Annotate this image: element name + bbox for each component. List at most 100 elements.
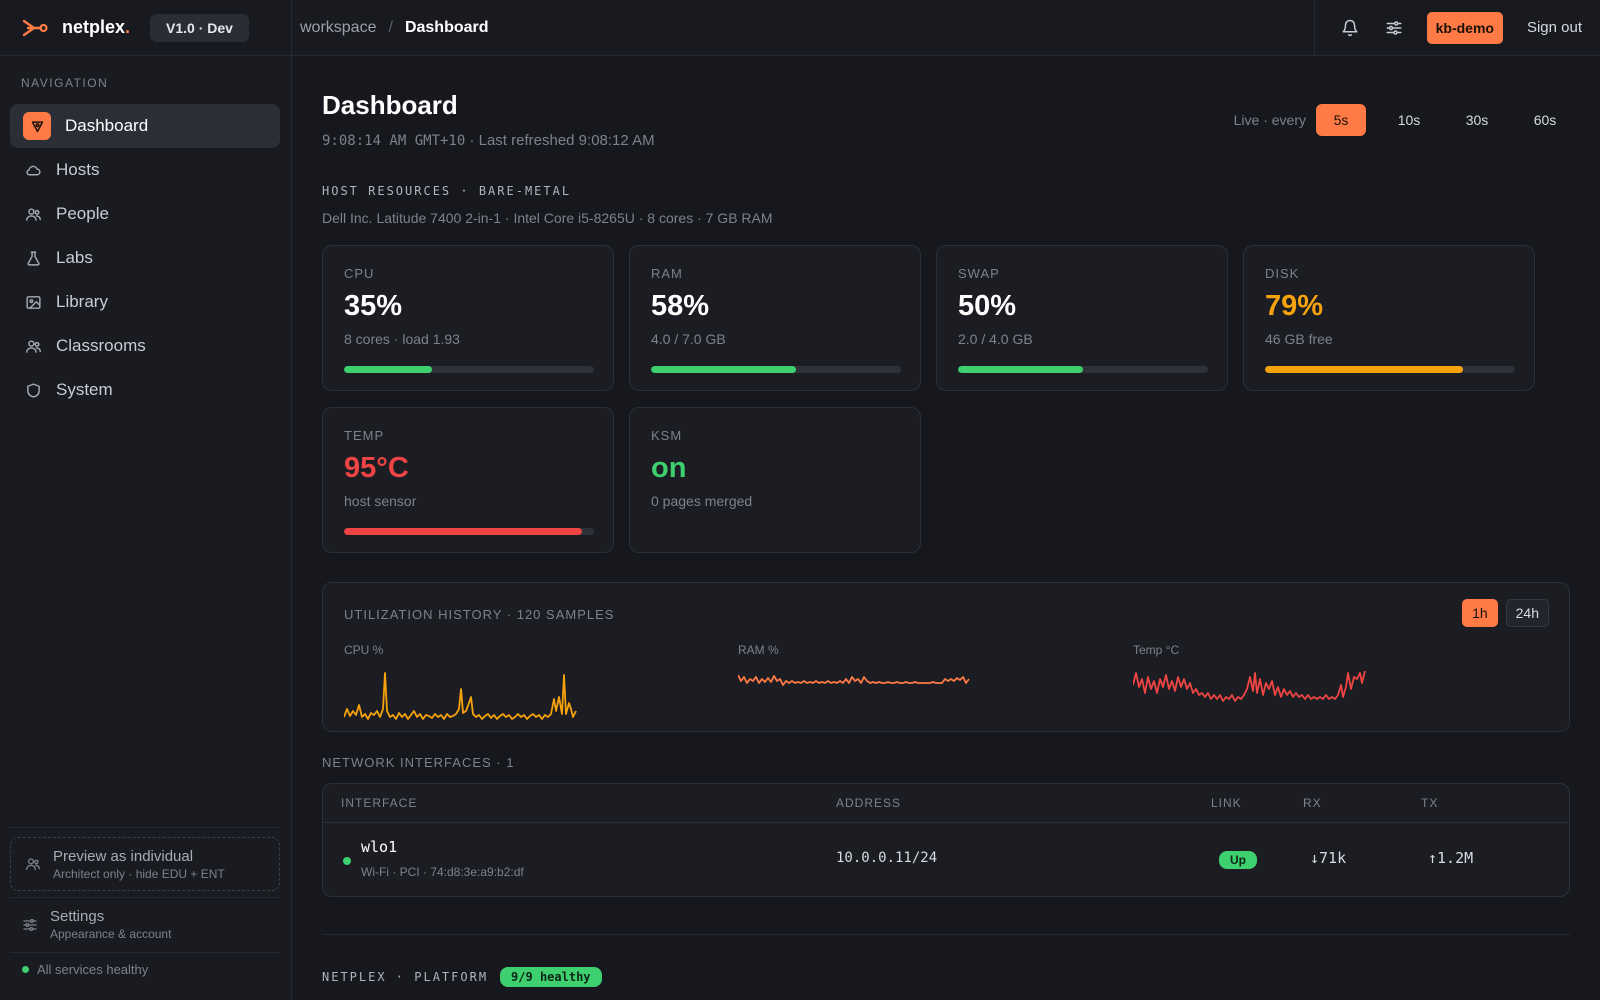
sidebar-item-dashboard[interactable]: Dashboard [10,104,280,148]
progress-fill [651,366,796,373]
image-icon [24,293,42,311]
netplex-logo-icon [22,19,48,36]
column-header-tx: TX [1421,796,1439,810]
ram-sparkline-line [738,674,970,686]
column-header-interface: INTERFACE [341,796,418,810]
column-header-rx: RX [1303,796,1322,810]
breadcrumb: workspace / Dashboard [292,19,1314,37]
sparkline-label: CPU % [344,643,384,657]
interval-60s-button[interactable]: 60s [1533,112,1557,128]
page-title: Dashboard [322,90,458,120]
services-health-status: All services healthy [22,962,148,977]
card-subtext: 2.0 / 4.0 GB [958,331,1033,347]
temp-sparkline-line [1133,670,1366,702]
interface-rx: ↓71k [1310,849,1347,867]
progress-bar [344,528,594,535]
preview-as-individual-button[interactable]: Preview as individual Architect only · h… [10,837,280,891]
sidebar-item-label: Classrooms [56,336,146,355]
card-label: RAM [651,266,683,281]
ksm-card: KSM on 0 pages merged [629,407,921,553]
card-value: 58% [651,290,710,322]
sidebar-divider [10,952,280,953]
card-value: 50% [958,290,1017,322]
preview-text: Preview as individual Architect only · h… [53,848,225,881]
brand: netplex. V1.0 · Dev [0,0,292,56]
interval-5s-button[interactable]: 5s [1316,104,1366,136]
dashboard-icon [23,112,51,140]
sidebar-item-classrooms[interactable]: Classrooms [10,324,280,368]
progress-bar [1265,366,1515,373]
network-interfaces-heading: NETWORK INTERFACES · 1 [322,755,515,770]
card-subtext: 0 pages merged [651,493,753,509]
temp-sparkline-chart [1133,670,1366,702]
people-icon [26,858,40,870]
preview-subtitle: Architect only · hide EDU + ENT [53,866,225,881]
interval-10s-button[interactable]: 10s [1397,112,1421,128]
sidebar-item-system[interactable]: System [10,368,280,412]
card-label: CPU [344,266,375,281]
settings-title: Settings [50,908,105,925]
host-description: Dell Inc. Latitude 7400 2-in-1 · Intel C… [322,210,773,226]
sidebar-item-label: Library [56,292,108,311]
preferences-button[interactable] [1379,13,1409,43]
sidebar-divider [10,827,280,828]
card-subtext: 46 GB free [1265,331,1333,347]
card-subtext: 4.0 / 7.0 GB [651,331,726,347]
sidebar-divider [10,897,280,898]
cpu-card: CPU 35% 8 cores · load 1.93 [322,245,614,391]
sidebar-item-label: Hosts [56,160,100,179]
health-text: All services healthy [37,962,149,977]
cpu-sparkline: CPU % [344,643,584,723]
disk-card: DISK 79% 46 GB free [1243,245,1535,391]
host-resources-heading: HOST RESOURCES · BARE-METAL [322,184,572,198]
people-icon [24,337,42,355]
progress-fill [1265,366,1463,373]
sidebar-item-label: Labs [56,248,93,267]
sidebar-item-label: System [56,380,113,399]
notifications-button[interactable] [1335,13,1365,43]
interface-detail: Wi-Fi · PCI · 74:d8:3e:a9:b2:df [361,865,524,879]
progress-fill [344,528,582,535]
bell-icon [1342,19,1358,36]
brand-name: netplex [62,17,126,37]
interval-30s-button[interactable]: 30s [1465,112,1489,128]
ram-sparkline: RAM % [738,643,978,723]
current-time: 9:08:14 AM GMT+10 [322,133,466,149]
sparkline-label: RAM % [738,643,779,657]
progress-bar [651,366,901,373]
health-dot [22,966,29,973]
user-badge[interactable]: kb-demo [1426,11,1503,44]
range-1h-button[interactable]: 1h [1462,599,1498,627]
top-bar: netplex. V1.0 · Dev workspace / Dashboar… [0,0,1600,56]
sign-out-button[interactable]: Sign out [1526,19,1582,36]
refresh-interval-selector: Live · every 5s 10s 30s 60s [1234,104,1570,136]
temp-sparkline: Temp °C [1133,643,1373,723]
page-subtitle: 9:08:14 AM GMT+10 · Last refreshed 9:08:… [322,132,655,149]
interface-address: 10.0.0.11/24 [836,850,938,866]
table-header: INTERFACE ADDRESS LINK RX TX [323,784,1569,823]
sidebar-item-hosts[interactable]: Hosts [10,148,280,192]
link-status-badge: Up [1219,851,1257,869]
card-value: 35% [344,290,403,322]
platform-label: NETPLEX · PLATFORM [322,970,489,984]
breadcrumb-workspace[interactable]: workspace [300,18,377,36]
cpu-sparkline-chart [344,672,577,720]
card-value: 79% [1265,290,1324,322]
cpu-sparkline-line [344,672,577,720]
interface-status-dot [343,857,351,865]
range-24h-button[interactable]: 24h [1505,599,1549,627]
settings-text: Settings Appearance & account [50,908,171,941]
history-range-selector: 1h 24h [1454,599,1549,627]
sidebar-item-people[interactable]: People [10,192,280,236]
interface-tx: ↑1.2M [1428,849,1474,867]
settings-subtitle: Appearance & account [50,927,172,941]
sidebar-item-label: Dashboard [65,116,149,135]
settings-link[interactable]: Settings Appearance & account [22,908,171,941]
platform-health-badge: 9/9 healthy [500,967,602,987]
card-value: 95°C [344,452,409,484]
sidebar-item-library[interactable]: Library [10,280,280,324]
card-label: TEMP [344,428,385,443]
sidebar-item-labs[interactable]: Labs [10,236,280,280]
sidebar: NAVIGATION Dashboard Hosts People Labs [0,56,292,1000]
people-icon [24,205,42,223]
